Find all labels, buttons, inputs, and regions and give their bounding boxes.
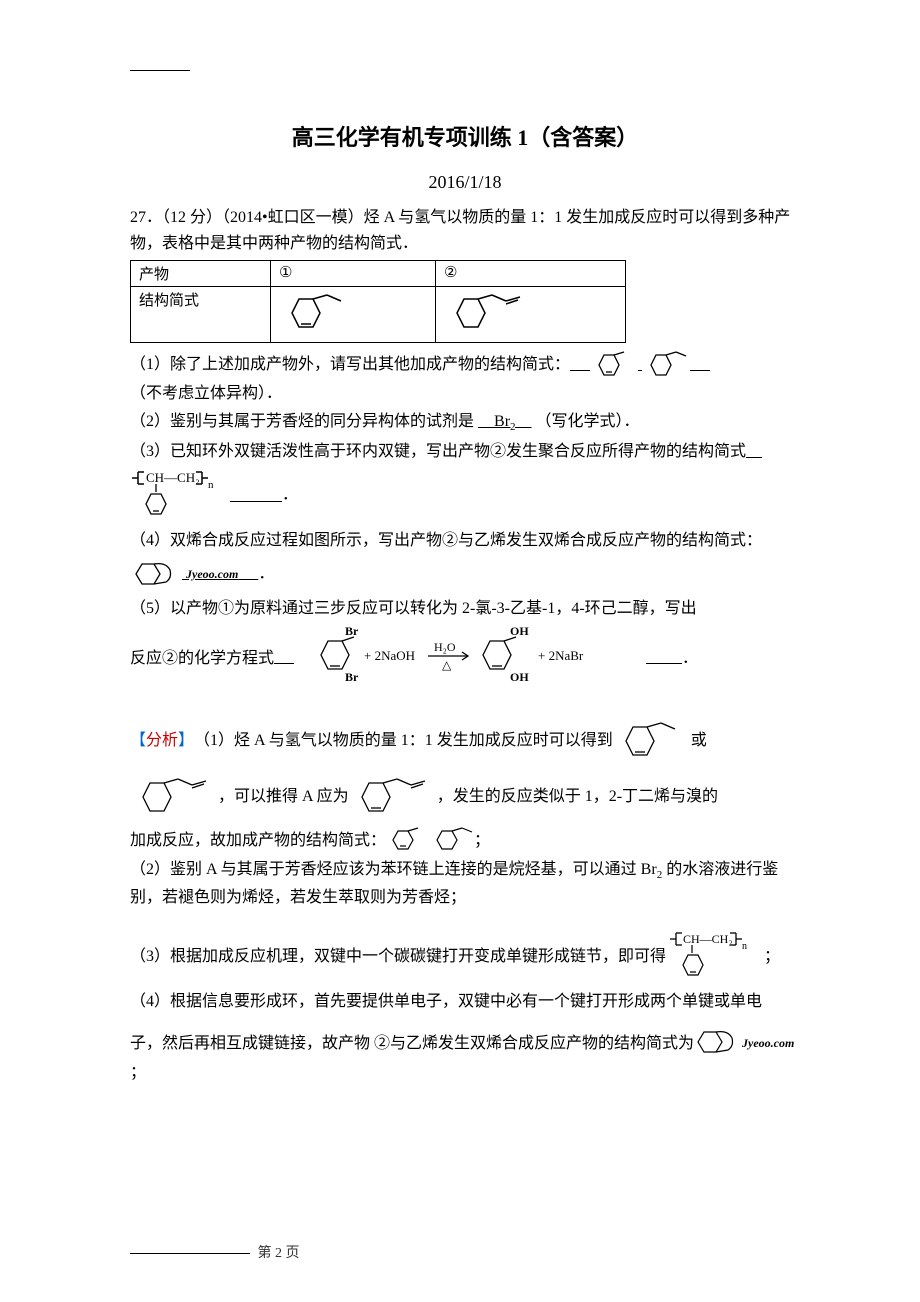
part1-suffix: （不考虑立体异构）． [130, 381, 282, 407]
table-header-product: 产物 [131, 261, 271, 287]
a1-mid3: 加成反应，故加成产物的结构简式： [130, 828, 386, 854]
svg-text:△: △ [442, 658, 452, 672]
a1-small1-icon [386, 825, 430, 855]
part5-answer: Br Br + 2NaOH H₂O △ OH OH + 2NaBr [274, 623, 682, 693]
a1-structA-icon [353, 771, 433, 821]
part-4: （4）双烯合成反应过程如图所示，写出产物②与乙烯发生双烯合成反应产物的结构简式： [130, 528, 800, 554]
analysis-label: 【分析】 [130, 728, 194, 754]
footer-text: 第 2 页 [258, 1246, 300, 1261]
part4-text: （4）双烯合成反应过程如图所示，写出产物②与乙烯发生双烯合成反应产物的结构简式： [130, 532, 762, 549]
analysis-1b: ，可以推得 A 应为 ，发生的反应类似于 1，2‐丁二烯与溴的 [130, 769, 800, 823]
a3-polymer-icon: CH—CH₂ n [670, 929, 760, 985]
a4-bicyclic-icon [694, 1026, 742, 1060]
table-header-1: ① [271, 261, 436, 287]
svg-text:+ 2NaOH: + 2NaOH [364, 648, 415, 663]
hex-small-2-icon [642, 349, 690, 381]
a1-struct1-icon [617, 715, 687, 765]
equation-icon: Br Br + 2NaOH H₂O △ OH OH + 2NaBr [300, 623, 640, 693]
analysis-section: 【分析】 （1）烃 A 与氢气以物质的量 1：1 发生加成反应时可以得到 或 ，… [130, 713, 800, 1086]
part5-mid: 反应②的化学方程式 [130, 646, 274, 672]
page-date: 2016/1/18 [130, 172, 800, 193]
table-cell-structure-2 [436, 287, 626, 343]
svg-text:Br: Br [345, 670, 359, 684]
part-5: （5）以产物①为原料通过三步反应可以转化为 2‐氯‐3‐乙基‐1，4‐环己二醇，… [130, 596, 800, 622]
svg-text:n: n [742, 941, 747, 952]
a3-end: ； [764, 944, 780, 970]
a4-mid: 子，然后再相互成键链接，故产物 ②与乙烯发生双烯合成反应产物的结构简式为 [130, 1031, 694, 1057]
part2-suffix: （写化学式）． [536, 413, 640, 430]
part3-text: （3）已知环外双键活泼性高于环内双键，写出产物②发生聚合反应所得产物的结构简式 [130, 443, 746, 460]
analysis-1c: 加成反应，故加成产物的结构简式： ； [130, 825, 800, 855]
bicyclic-icon [130, 556, 182, 594]
part-1: （1）除了上述加成产物外，请写出其他加成产物的结构简式： （不考虑立体异构）． [130, 349, 800, 407]
analysis-1: 【分析】 （1）烃 A 与氢气以物质的量 1：1 发生加成反应时可以得到 或 [130, 713, 800, 767]
svg-text:H₂O: H₂O [434, 640, 456, 654]
watermark-1: Jyeoo.com [186, 567, 238, 581]
a3-prefix: （3）根据加成反应机理，双键中一个碳碳键打开变成单键形成链节，即可得 [130, 944, 666, 970]
part2-prefix: （2）鉴别与其属于芳香烃的同分异构体的试剂是 [130, 413, 474, 430]
part4-answer: Jyeoo.com [130, 565, 258, 582]
structure-1-icon [279, 289, 359, 337]
polymer-icon: CH—CH₂ n [130, 466, 230, 526]
analysis-4b: 子，然后再相互成键链接，故产物 ②与乙烯发生双烯合成反应产物的结构简式为 Jye… [130, 1026, 800, 1086]
part-3: （3）已知环外双键活泼性高于环内双键，写出产物②发生聚合反应所得产物的结构简式 [130, 439, 800, 465]
a1-mid1: ，可以推得 A 应为 [218, 784, 349, 810]
svg-text:n: n [208, 479, 214, 491]
svg-text:CH—CH₂: CH—CH₂ [146, 470, 200, 485]
part1-answer [570, 349, 710, 381]
a1-end: ； [474, 828, 490, 854]
svg-text:CH—CH₂: CH—CH₂ [683, 932, 733, 946]
part3-end: ． [282, 487, 298, 504]
part5-end: ． [682, 646, 698, 672]
table-cell-structure-1 [271, 287, 436, 343]
part-2: （2）鉴别与其属于芳香烃的同分异构体的试剂是 Br2 （写化学式）． [130, 409, 800, 437]
part3-answer: CH—CH₂ n [130, 487, 282, 504]
page-title: 高三化学有机专项训练 1（含答案） [130, 120, 800, 152]
structure-2-icon [444, 289, 534, 337]
part-3-structure: CH—CH₂ n ． [130, 466, 800, 526]
a4-end: ； [130, 1060, 146, 1086]
part2-answer: Br2 [478, 413, 532, 430]
svg-text:OH: OH [510, 624, 529, 638]
a1-small2-icon [430, 825, 474, 855]
svg-text:OH: OH [510, 670, 529, 684]
part-4-structure: Jyeoo.com ． [130, 556, 800, 594]
top-rule [130, 70, 190, 71]
a1-mid2: ，发生的反应类似于 1，2‐丁二烯与溴的 [437, 784, 718, 810]
part1-prefix: （1）除了上述加成产物外，请写出其他加成产物的结构简式： [130, 352, 570, 378]
a1-struct2-icon [134, 771, 214, 821]
footer-rule [130, 1253, 250, 1254]
question-text: 27．（12 分）（2014•虹口区一模）烃 A 与氢气以物质的量 1：1 发生… [130, 205, 800, 256]
a2-text: （2）鉴别 A 与其属于芳香烃应该为苯环链上连接的是烷烃基，可以通过 Br [130, 861, 657, 878]
a1-prefix: （1）烃 A 与氢气以物质的量 1：1 发生加成反应时可以得到 [194, 728, 613, 754]
analysis-3: （3）根据加成反应机理，双键中一个碳碳键打开变成单键形成链节，即可得 CH—CH… [130, 927, 800, 987]
products-table: 产物 ① ② 结构简式 [130, 260, 626, 343]
watermark-2: Jyeoo.com [742, 1034, 794, 1053]
analysis-4a: （4）根据信息要形成环，首先要提供单电子，双键中必有一个键打开形成两个单键或单电 [130, 989, 800, 1015]
table-header-2: ② [436, 261, 626, 287]
part5-prefix: （5）以产物①为原料通过三步反应可以转化为 2‐氯‐3‐乙基‐1，4‐环己二醇，… [130, 600, 697, 617]
part-5-equation: 反应②的化学方程式 Br Br + 2NaOH H₂O △ OH OH + 2N… [130, 623, 800, 693]
a1-or: 或 [691, 728, 707, 754]
svg-text:Br: Br [345, 624, 359, 638]
table-label-structure: 结构简式 [131, 287, 271, 343]
part4-end: ． [258, 565, 274, 582]
hex-small-1-icon [590, 349, 638, 381]
page-footer: 第 2 页 [130, 1242, 300, 1262]
analysis-2: （2）鉴别 A 与其属于芳香烃应该为苯环链上连接的是烷烃基，可以通过 Br2 的… [130, 857, 800, 910]
svg-text:+ 2NaBr: + 2NaBr [538, 648, 584, 663]
a4-prefix: （4）根据信息要形成环，首先要提供单电子，双键中必有一个键打开形成两个单键或单电 [130, 993, 762, 1010]
